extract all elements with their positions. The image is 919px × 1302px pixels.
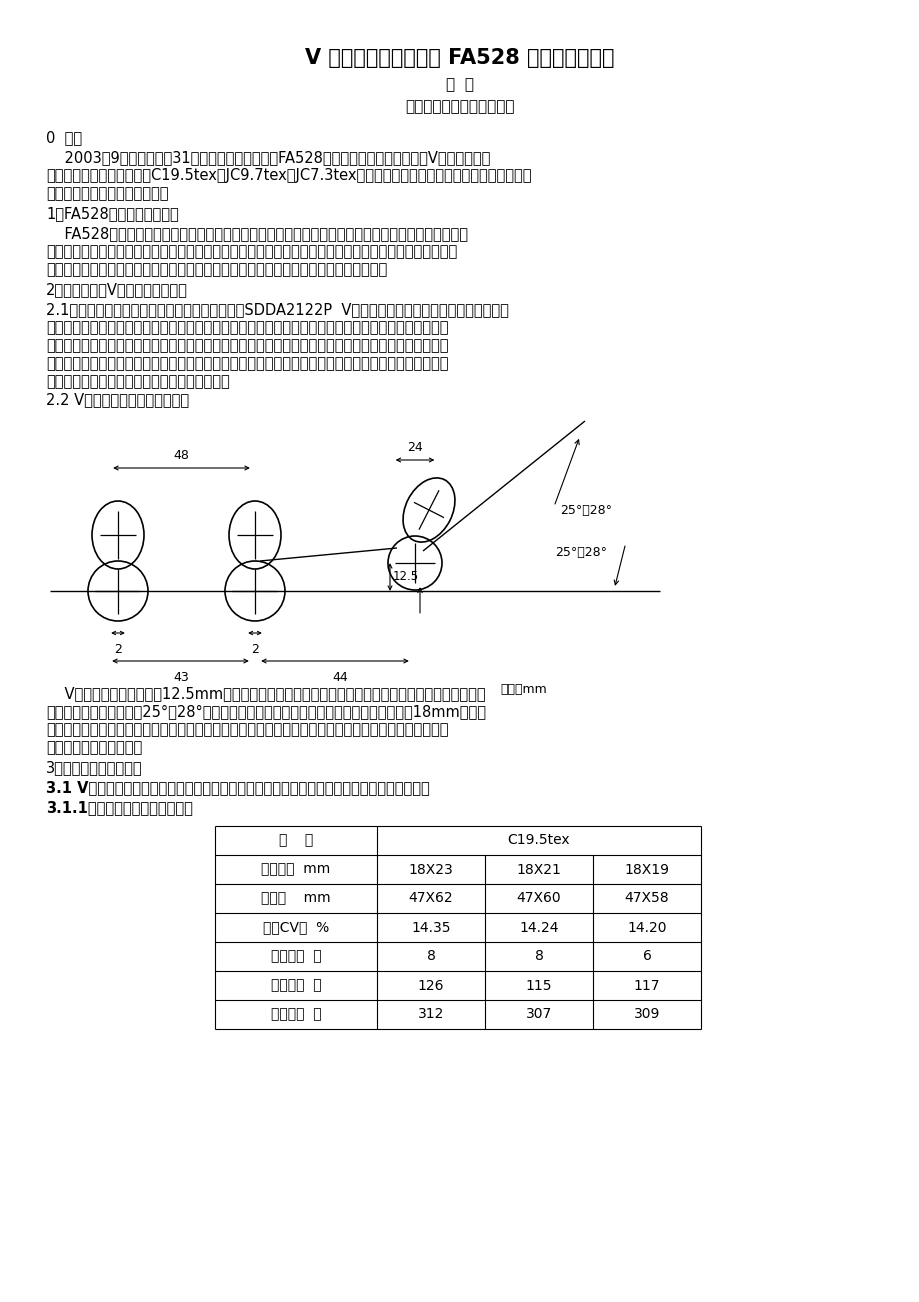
Text: 3．纺纱工艺与成纱质量: 3．纺纱工艺与成纱质量	[46, 760, 142, 775]
Text: FA528细纱机车头齿轮传动全在有透明观察窗的油箱内，采用油浴润滑，润滑作用可靠。电机与主轴: FA528细纱机车头齿轮传动全在有透明观察窗的油箱内，采用油浴润滑，润滑作用可靠…	[46, 227, 468, 241]
Text: 0  前言: 0 前言	[46, 130, 82, 145]
Text: 47X62: 47X62	[408, 892, 453, 905]
Text: 18X21: 18X21	[516, 862, 561, 876]
Text: 以来工作稳定，先后生产了C19.5tex、JC9.7tex、JC7.3tex品种，均能满足生产要求。现将工艺、质量、: 以来工作稳定，先后生产了C19.5tex、JC9.7tex、JC7.3tex品种…	[46, 168, 531, 184]
Text: 6: 6	[641, 949, 651, 963]
Text: 高速，它克服了弹簧易衰退的缺陷，压力稳定。: 高速，它克服了弹簧易衰退的缺陷，压力稳定。	[46, 374, 230, 389]
Text: 18X19: 18X19	[624, 862, 669, 876]
Text: 2: 2	[114, 643, 122, 656]
Text: 43: 43	[174, 671, 189, 684]
Text: 于提高纱线条干均匀度。: 于提高纱线条干均匀度。	[46, 740, 142, 755]
Text: 千米粗节  个: 千米粗节 个	[270, 979, 321, 992]
Text: 44: 44	[332, 671, 347, 684]
Text: 条干CV值  %: 条干CV值 %	[263, 921, 329, 935]
Text: C19.5tex: C19.5tex	[507, 833, 570, 848]
Text: 117: 117	[633, 979, 660, 992]
Text: 千米细节  个: 千米细节 个	[270, 949, 321, 963]
Text: 307: 307	[526, 1008, 551, 1022]
Text: 品    种: 品 种	[278, 833, 312, 848]
Text: 14.35: 14.35	[411, 921, 450, 935]
Text: 312: 312	[417, 1008, 444, 1022]
Text: 握持距    mm: 握持距 mm	[261, 892, 331, 905]
Text: 2: 2	[251, 643, 258, 656]
Text: 时，改变摇架上的变换销位置，可调节三个上罗拉间的压力分配。气动加压属软弹性加压，吸震性强适合: 时，改变摇架上的变换销位置，可调节三个上罗拉间的压力分配。气动加压属软弹性加压，…	[46, 355, 448, 371]
Text: 设备维护方面的情况作以介绍。: 设备维护方面的情况作以介绍。	[46, 186, 168, 201]
Text: 陕西八方纺织有限责任公司: 陕西八方纺织有限责任公司	[404, 99, 515, 115]
Text: V型牵伸后罗拉中心抬高12.5mm，后皮辊沿后下罗拉上表面向后偏移，使后皮辊和后罗拉中心连线与: V型牵伸后罗拉中心抬高12.5mm，后皮辊沿后下罗拉上表面向后偏移，使后皮辊和后…	[46, 686, 485, 700]
Text: 309: 309	[633, 1008, 660, 1022]
Text: 2.1气动加压选用山东轻骑集团日照摩托车公司的SDDA2122P  V型牵伸气动加压摇架，该摇架采用压缩空: 2.1气动加压选用山东轻骑集团日照摩托车公司的SDDA2122P V型牵伸气动加…	[46, 302, 508, 316]
Text: 2.2 V型牵伸的结构特点（图一）: 2.2 V型牵伸的结构特点（图一）	[46, 392, 189, 408]
Text: 千米棉结  个: 千米棉结 个	[270, 1008, 321, 1022]
Text: 1．FA528细纱机的主要特点: 1．FA528细纱机的主要特点	[46, 206, 178, 221]
Text: 18X23: 18X23	[408, 862, 453, 876]
Text: 12.5: 12.5	[392, 570, 419, 583]
Text: 杆杆传递对罗拉加压。压力调节方便，调节气囊压力，可对整台车摇架进行无级调压。当气囊压力为定值: 杆杆传递对罗拉加压。压力调节方便，调节气囊压力，可对整台车摇架进行无级调压。当气…	[46, 339, 448, 353]
Text: 金  波: 金 波	[446, 77, 473, 92]
Text: 25°－28°: 25°－28°	[560, 504, 611, 517]
Text: 126: 126	[417, 979, 444, 992]
Text: V 型牵伸、气动加压在 FA528 细纱机上的使用: V 型牵伸、气动加压在 FA528 细纱机上的使用	[305, 48, 614, 68]
Text: 2．气动加压、V型牵伸的主要特点: 2．气动加压、V型牵伸的主要特点	[46, 283, 187, 297]
Text: 47X58: 47X58	[624, 892, 669, 905]
Text: 14.20: 14.20	[627, 921, 666, 935]
Text: 8: 8	[534, 949, 543, 963]
Text: 单位：mm: 单位：mm	[499, 684, 546, 697]
Text: 14.24: 14.24	[518, 921, 558, 935]
Text: 锭速、前罗拉转速、产量及电气故障等。罗拉选用同和牌无机械波罗拉，保证质量稳定。: 锭速、前罗拉转速、产量及电气故障等。罗拉选用同和牌无机械波罗拉，保证质量稳定。	[46, 262, 387, 277]
Text: 8: 8	[426, 949, 435, 963]
Text: 气为动力源，压缩空气经降压后输至细纱机两侧摇架空心支轴内的长气囊，气囊膨胀顶住压力板，经联接: 气为动力源，压缩空气经降压后输至细纱机两侧摇架空心支轴内的长气囊，气囊膨胀顶住压…	[46, 320, 448, 335]
Text: 48: 48	[174, 449, 189, 462]
Text: 24: 24	[407, 441, 423, 454]
Text: 47X60: 47X60	[516, 892, 561, 905]
Text: 25°～28°: 25°～28°	[554, 546, 607, 559]
Text: 贴在后罗拉上表面，后罗拉表面对纱条附加的摩擦力使后区牵伸过程中对浮游纤维的控制作用加强，有利: 贴在后罗拉上表面，后罗拉表面对纱条附加的摩擦力使后区牵伸过程中对浮游纤维的控制作…	[46, 723, 448, 737]
Text: 3.1 V型牵伸后区为曲线牵伸，工艺不同于普通牵伸，需对罗拉隔距和后区牵伸进行优选试验。: 3.1 V型牵伸后区为曲线牵伸，工艺不同于普通牵伸，需对罗拉隔距和后区牵伸进行优…	[46, 780, 429, 796]
Text: 3.1.1罗拉隔距对比试验（表一）: 3.1.1罗拉隔距对比试验（表一）	[46, 799, 193, 815]
Text: 罗拉隔距  mm: 罗拉隔距 mm	[261, 862, 330, 876]
Text: 间使用平皮带传动，更换方便。车尾有触摸屏作为人机界面，可设定落纱长度，并能显示牵伸倍数、捻度、: 间使用平皮带传动，更换方便。车尾有触摸屏作为人机界面，可设定落纱长度，并能显示牵…	[46, 243, 457, 259]
Text: 前中后下罗拉水平连线成25°－28°夹角，从而使后区形成一个曲线牵伸区。纺纱时大约有18mm的粗纱: 前中后下罗拉水平连线成25°－28°夹角，从而使后区形成一个曲线牵伸区。纺纱时大…	[46, 704, 485, 719]
Text: 115: 115	[525, 979, 551, 992]
Text: 2003年9月我厂新装了31台经纬合力公司生产的FA528细纱机，并采用气动加压、V型牵伸。使用: 2003年9月我厂新装了31台经纬合力公司生产的FA528细纱机，并采用气动加压…	[46, 150, 490, 165]
